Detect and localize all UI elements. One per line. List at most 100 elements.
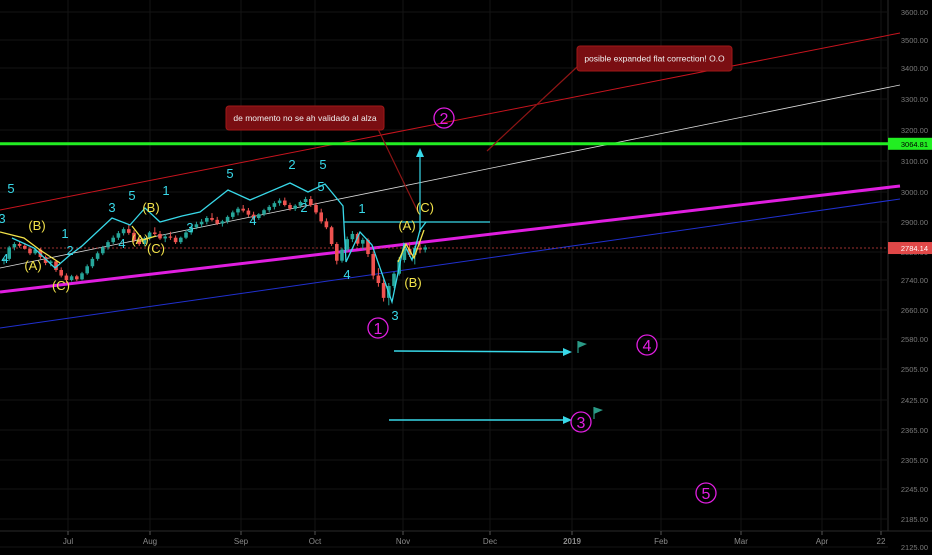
candle-body bbox=[366, 239, 370, 255]
candle-body bbox=[111, 237, 115, 243]
candle-body bbox=[220, 221, 225, 224]
cyan-up-arrow-head bbox=[416, 148, 424, 157]
wave-label-cyan: 1 bbox=[358, 201, 365, 216]
candle-body bbox=[277, 200, 282, 204]
candle-body bbox=[142, 238, 147, 244]
candle-body bbox=[215, 219, 219, 224]
candle-body bbox=[345, 239, 349, 250]
y-tick-label: 2185.00 bbox=[901, 515, 928, 524]
wave-label-cyan: 4 bbox=[249, 213, 256, 228]
blue-channel-line bbox=[0, 198, 901, 329]
candle-body bbox=[340, 249, 344, 261]
flag-icon bbox=[594, 407, 603, 414]
candle-body bbox=[210, 217, 214, 220]
y-tick-label: 2245.00 bbox=[901, 485, 928, 494]
projection-arrow-upper-head bbox=[563, 348, 572, 356]
wave-label-cyan: 5 bbox=[7, 181, 14, 196]
wave-label-cyan: 3 bbox=[391, 308, 398, 323]
wave-label-cyan: 5 bbox=[128, 188, 135, 203]
candle-body bbox=[241, 208, 245, 211]
projection-arrow-upper bbox=[393, 350, 567, 353]
wave-circle-magenta bbox=[695, 482, 717, 504]
wave-label-magenta: 5 bbox=[702, 486, 711, 503]
candle-body bbox=[168, 236, 173, 238]
candle-body bbox=[407, 248, 412, 255]
wave-label-cyan: 3 bbox=[0, 211, 6, 226]
magenta-trend-line bbox=[0, 184, 901, 294]
wave-circle-magenta bbox=[636, 334, 658, 356]
wave-label-cyan: 4 bbox=[1, 251, 8, 266]
candle-body bbox=[309, 199, 313, 205]
candle-body bbox=[298, 202, 303, 206]
callout-pointer-flat bbox=[486, 66, 578, 152]
candle-body bbox=[376, 275, 381, 283]
candle-body bbox=[2, 258, 6, 260]
candle-body bbox=[262, 210, 266, 215]
candle-body bbox=[350, 233, 355, 240]
resistance-price-label: 3064.81 bbox=[901, 140, 928, 149]
candle-body bbox=[147, 232, 152, 239]
price-axis-panel bbox=[888, 0, 932, 531]
y-tick-label: 2305.00 bbox=[901, 456, 928, 465]
candle-body bbox=[43, 256, 48, 263]
candle-body bbox=[101, 247, 105, 254]
wave-label-cyan: 5 bbox=[317, 179, 324, 194]
candle-body bbox=[59, 269, 63, 276]
wave-label-magenta: 4 bbox=[643, 338, 652, 355]
y-tick-label: 2425.00 bbox=[901, 396, 928, 405]
x-tick-label: 22 bbox=[877, 537, 886, 546]
wave-label-yellow: (A) bbox=[398, 218, 415, 233]
x-tick-label: Dec bbox=[483, 537, 497, 546]
candle-body bbox=[69, 276, 74, 281]
last-price-tag bbox=[888, 242, 932, 255]
wave-label-cyan: 5 bbox=[226, 166, 233, 181]
candle-body bbox=[12, 243, 17, 248]
candle-body bbox=[90, 258, 95, 267]
wave-label-yellow: (A) bbox=[24, 258, 41, 273]
x-tick-label: Aug bbox=[143, 537, 157, 546]
candle-body bbox=[288, 205, 292, 209]
y-tick-label: 2740.00 bbox=[901, 276, 928, 285]
candle-body bbox=[153, 232, 157, 234]
candle-body bbox=[179, 237, 183, 243]
candle-body bbox=[64, 275, 69, 281]
x-tick-label: 2019 bbox=[563, 537, 581, 546]
callout-box-validation bbox=[225, 105, 385, 131]
candle-body bbox=[205, 217, 209, 222]
upper-channel-line bbox=[0, 32, 901, 211]
candle-body bbox=[324, 221, 329, 228]
wave-label-magenta: 2 bbox=[440, 111, 449, 128]
y-tick-label: 2580.00 bbox=[901, 335, 928, 344]
y-tick-label: 2505.00 bbox=[901, 365, 928, 374]
candle-body bbox=[335, 243, 339, 261]
x-tick-label: Sep bbox=[234, 537, 249, 546]
y-tick-label: 3400.00 bbox=[901, 64, 928, 73]
wave-label-yellow: (C) bbox=[52, 278, 70, 293]
wave-label-yellow: (C) bbox=[147, 241, 165, 256]
candle-body bbox=[355, 233, 360, 244]
wave-label-yellow: (C) bbox=[416, 200, 434, 215]
x-tick-label: Feb bbox=[654, 537, 668, 546]
x-tick-label: Apr bbox=[816, 537, 829, 546]
candle-body bbox=[184, 232, 188, 238]
wave-label-yellow: (B) bbox=[404, 275, 421, 290]
y-tick-label: 2365.00 bbox=[901, 426, 928, 435]
callout-pointer-validation bbox=[377, 128, 419, 213]
y-tick-label: 3200.00 bbox=[901, 126, 928, 135]
x-tick-label: Mar bbox=[734, 537, 748, 546]
candle-body bbox=[17, 243, 22, 246]
y-tick-label: 2125.00 bbox=[901, 543, 928, 550]
candle-body bbox=[132, 232, 136, 240]
candle-body bbox=[49, 261, 53, 263]
candle-body bbox=[189, 227, 193, 233]
candle-body bbox=[33, 249, 37, 254]
wave-circle-magenta bbox=[570, 411, 592, 433]
wave-label-yellow: (B) bbox=[28, 218, 45, 233]
candle-body bbox=[272, 203, 277, 207]
wave-circle-magenta bbox=[433, 107, 455, 129]
x-tick-label: Nov bbox=[396, 537, 410, 546]
yellow-abc-path bbox=[0, 231, 61, 264]
yellow-abc-path bbox=[131, 225, 157, 241]
